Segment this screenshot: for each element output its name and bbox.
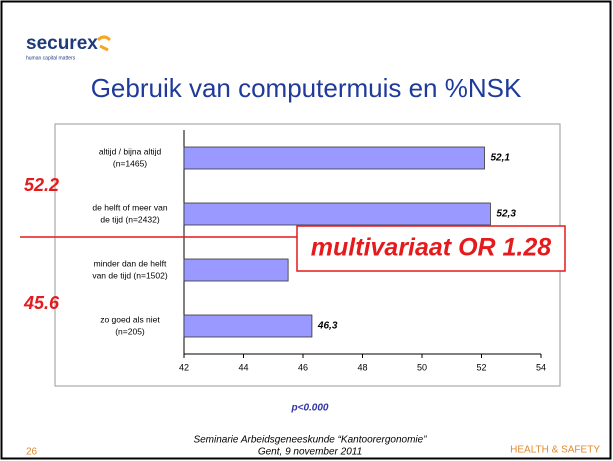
annotation: 45.6 (23, 293, 60, 313)
x-tick-label: 54 (536, 362, 546, 372)
footer-line: Gent, 9 november 2011 (258, 447, 362, 458)
category-label: zo goed als niet (100, 314, 160, 324)
logo-tagline: human capital matters (26, 55, 76, 61)
logo: securex (26, 33, 98, 54)
x-tick-label: 42 (179, 362, 189, 372)
x-tick-label: 48 (357, 362, 367, 372)
category-label: van de tijd (n=1502) (92, 270, 168, 280)
bar (183, 202, 491, 226)
category-label: (n=205) (115, 326, 145, 336)
value-label: 52,3 (496, 209, 516, 220)
category-label: minder dan de helft (94, 258, 167, 268)
annotation: 52.2 (24, 175, 59, 195)
category-label: de tijd (n=2432) (100, 214, 159, 224)
logo-mark (96, 35, 112, 52)
x-tick-label: 46 (298, 362, 308, 372)
annotation: multivariaat OR 1.28 (311, 234, 551, 262)
category-label: (n=1465) (113, 158, 147, 168)
value-label: 46,3 (317, 321, 338, 332)
bar (183, 314, 313, 338)
annotation-box (296, 225, 566, 272)
category-label: de helft of meer van (92, 202, 167, 212)
x-tick-label: 52 (476, 362, 486, 372)
x-tick-label: 50 (417, 362, 427, 372)
x-tick-label: 44 (238, 362, 248, 372)
bar (183, 146, 485, 170)
p-value: p<0.000 (291, 403, 329, 414)
category-label: altijd / bijna altijd (99, 146, 162, 156)
value-label: 52,1 (490, 153, 510, 164)
footer-line: Seminarie Arbeidsgeneeskunde “Kantoorerg… (193, 435, 427, 446)
bar (183, 258, 289, 282)
page-number: 26 (26, 447, 38, 458)
slide-title: Gebruik van computermuis en %NSK (91, 73, 522, 103)
brand: HEALTH & SAFETY (510, 445, 600, 456)
